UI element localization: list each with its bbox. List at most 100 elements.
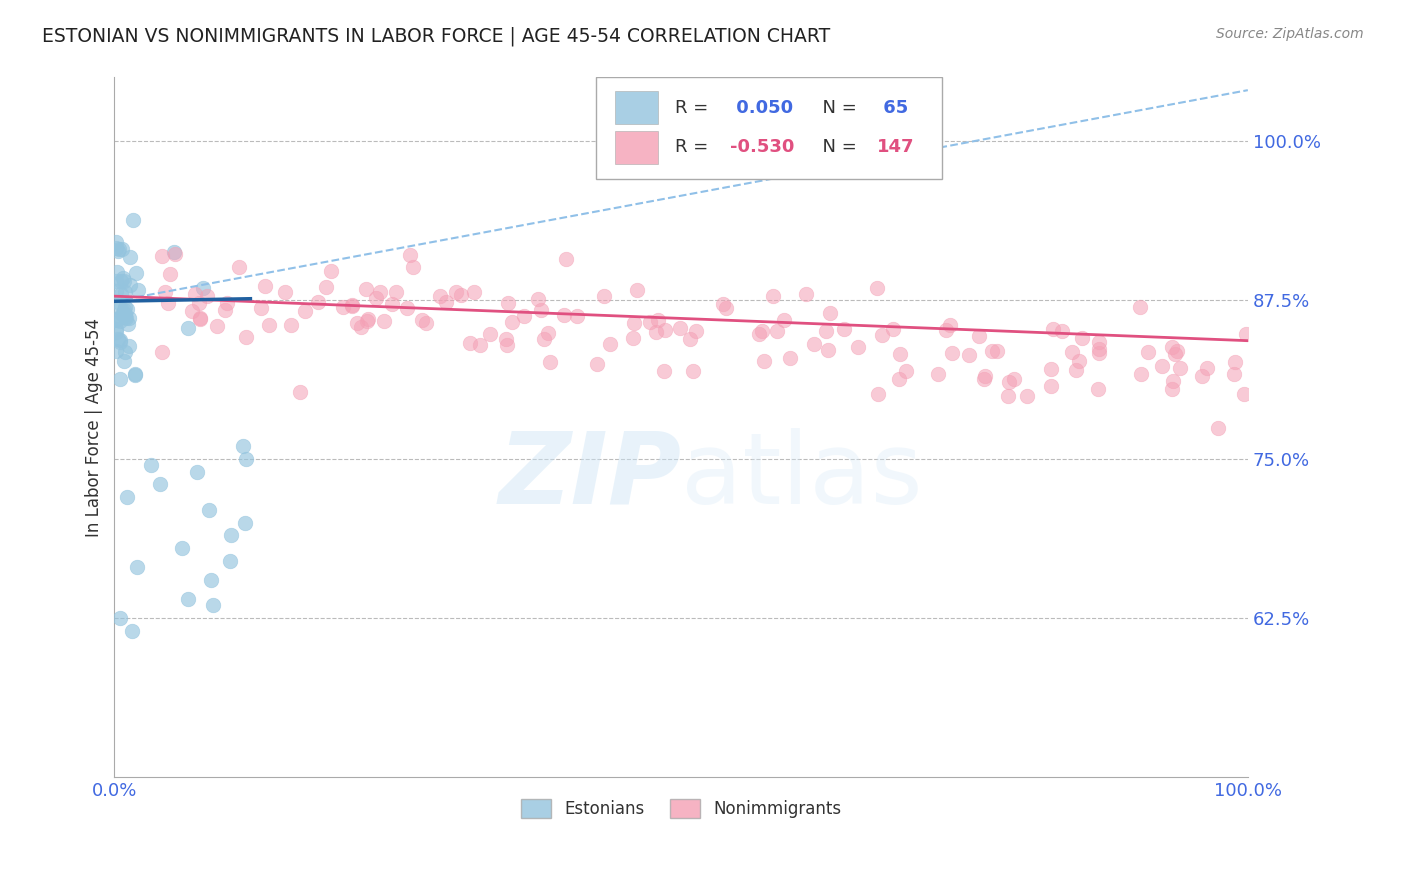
Point: [149, 477, 172, 491]
Point: [669, 320, 692, 334]
Point: [294, 304, 316, 318]
Text: N =: N =: [811, 138, 863, 156]
Point: [463, 285, 485, 299]
Text: 0.050: 0.050: [730, 98, 793, 117]
Point: [553, 308, 575, 322]
Point: [429, 288, 451, 302]
Point: [1170, 360, 1192, 375]
Point: [186, 465, 208, 479]
Text: ZIP: ZIP: [498, 427, 681, 524]
Point: [118, 339, 141, 353]
Point: [941, 345, 963, 359]
Point: [814, 324, 837, 338]
Point: [748, 327, 770, 342]
Point: [105, 241, 128, 255]
Point: [307, 295, 329, 310]
Point: [112, 273, 135, 287]
Point: [927, 367, 949, 381]
Point: [215, 296, 238, 310]
Point: [127, 560, 149, 574]
Point: [537, 326, 560, 340]
Text: R =: R =: [675, 98, 714, 117]
Text: N =: N =: [811, 98, 863, 117]
Point: [685, 324, 707, 338]
Point: [105, 322, 128, 336]
Point: [107, 244, 129, 259]
Point: [124, 368, 146, 383]
Point: [779, 351, 801, 366]
Point: [111, 307, 134, 321]
Point: [773, 312, 796, 326]
Point: [1050, 324, 1073, 338]
Point: [986, 344, 1008, 359]
Point: [1197, 361, 1219, 376]
Point: [235, 452, 257, 467]
Point: [496, 338, 519, 352]
Point: [177, 591, 200, 606]
Point: [111, 242, 134, 256]
Point: [803, 337, 825, 351]
Point: [623, 317, 645, 331]
Point: [997, 389, 1019, 403]
Point: [1064, 363, 1087, 377]
Point: [111, 271, 134, 285]
Point: [114, 300, 136, 314]
Point: [565, 310, 588, 324]
Point: [527, 293, 550, 307]
Point: [1088, 346, 1111, 360]
Point: [105, 265, 128, 279]
Point: [125, 266, 148, 280]
Point: [638, 315, 661, 329]
Point: [939, 318, 962, 332]
Point: [159, 267, 181, 281]
Point: [340, 299, 363, 313]
Point: [817, 343, 839, 357]
Point: [232, 439, 254, 453]
Point: [647, 313, 669, 327]
Point: [1067, 354, 1090, 368]
Point: [974, 369, 997, 384]
Point: [1191, 369, 1213, 384]
Point: [112, 303, 135, 318]
Point: [1234, 327, 1257, 342]
Point: [127, 284, 149, 298]
Point: [1152, 359, 1174, 373]
Point: [1164, 346, 1187, 360]
Point: [104, 313, 127, 327]
Point: [108, 314, 131, 328]
Point: [1062, 344, 1084, 359]
Point: [110, 286, 132, 301]
Point: [882, 322, 904, 336]
Point: [894, 364, 917, 378]
Point: [108, 333, 131, 347]
Point: [626, 283, 648, 297]
Point: [848, 340, 870, 354]
Point: [114, 308, 136, 322]
Point: [385, 285, 408, 300]
Point: [107, 295, 129, 310]
Point: [866, 281, 889, 295]
Point: [479, 327, 502, 342]
Point: [219, 528, 242, 542]
Point: [198, 503, 221, 517]
Point: [644, 326, 666, 340]
Point: [118, 278, 141, 293]
Point: [346, 316, 368, 330]
Point: [373, 313, 395, 327]
Point: [980, 343, 1002, 358]
Point: [752, 354, 775, 368]
Point: [1206, 421, 1229, 435]
Point: [872, 328, 894, 343]
Point: [112, 354, 135, 368]
Point: [967, 329, 990, 343]
Point: [356, 314, 378, 328]
Point: [124, 367, 146, 381]
Text: ESTONIAN VS NONIMMIGRANTS IN LABOR FORCE | AGE 45-54 CORRELATION CHART: ESTONIAN VS NONIMMIGRANTS IN LABOR FORCE…: [42, 27, 831, 46]
Point: [110, 372, 132, 386]
Point: [290, 385, 312, 400]
Text: -0.530: -0.530: [730, 138, 794, 156]
Point: [233, 516, 256, 530]
Point: [1088, 342, 1111, 356]
Point: [1042, 322, 1064, 336]
Point: [118, 250, 141, 264]
